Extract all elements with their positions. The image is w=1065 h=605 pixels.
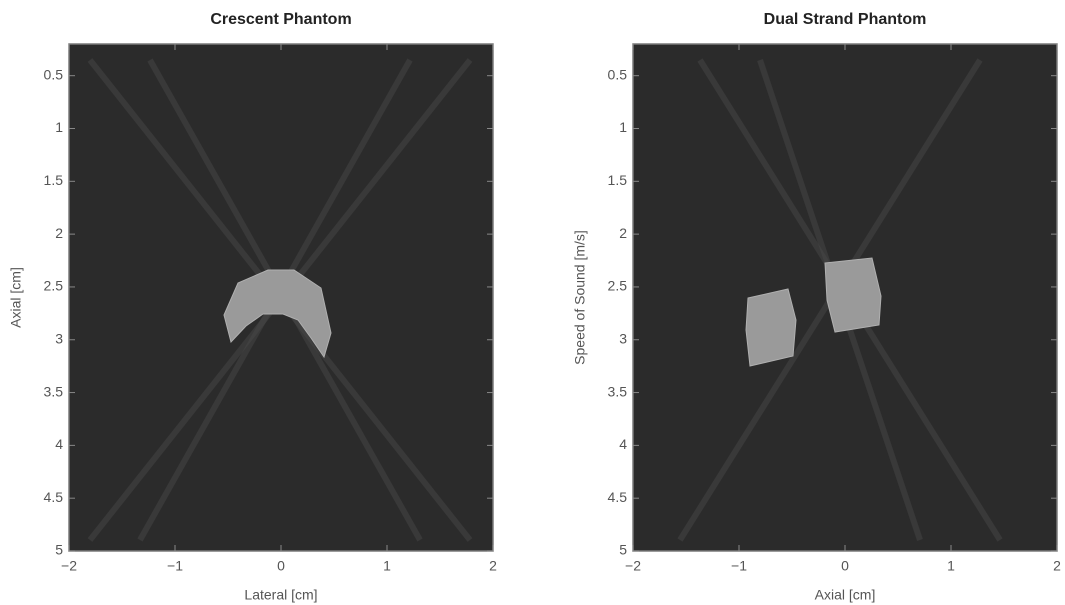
y-tick-label: 1.5 xyxy=(608,172,628,188)
x-axis-label: Axial [cm] xyxy=(815,587,876,603)
y-tick-label: 5 xyxy=(619,542,627,558)
chart-title: Dual Strand Phantom xyxy=(764,11,927,28)
x-tick-label: 0 xyxy=(277,558,285,574)
y-tick-label: 3 xyxy=(55,330,63,346)
strand xyxy=(746,289,796,366)
chart-title: Crescent Phantom xyxy=(210,11,351,28)
x-axis-label: Lateral [cm] xyxy=(244,587,317,603)
y-tick-label: 2.5 xyxy=(608,278,628,294)
y-tick-label: 5 xyxy=(55,542,63,558)
x-tick-label: −2 xyxy=(625,558,641,574)
y-tick-label: 3.5 xyxy=(44,383,64,399)
y-tick-label: 4 xyxy=(619,436,627,452)
y-tick-label: 3 xyxy=(619,330,627,346)
y-axis-label: Speed of Sound [m/s] xyxy=(572,230,588,365)
y-tick-label: 1 xyxy=(619,119,627,135)
x-tick-label: −1 xyxy=(167,558,183,574)
y-tick-label: 4.5 xyxy=(608,489,628,505)
strand xyxy=(825,258,881,332)
y-tick-label: 1.5 xyxy=(44,172,64,188)
y-tick-label: 3.5 xyxy=(608,383,628,399)
x-tick-label: −1 xyxy=(731,558,747,574)
x-tick-label: 2 xyxy=(489,558,497,574)
figure: Crescent Phantom Lateral [cm] Axial [cm] −2… xyxy=(0,0,1065,605)
y-tick-label: 2 xyxy=(619,225,627,241)
y-tick-label: 2 xyxy=(55,225,63,241)
panel: Dual Strand Phantom Axial [cm] Speed of So… xyxy=(572,11,1061,602)
x-tick-label: 2 xyxy=(1053,558,1061,574)
x-tick-label: −2 xyxy=(61,558,77,574)
x-tick-label: 1 xyxy=(383,558,391,574)
y-tick-label: 4.5 xyxy=(44,489,64,505)
y-tick-label: 4 xyxy=(55,436,63,452)
y-tick-label: 2.5 xyxy=(44,278,64,294)
y-tick-label: 1 xyxy=(55,119,63,135)
y-tick-label: 0.5 xyxy=(44,66,64,82)
x-tick-label: 1 xyxy=(947,558,955,574)
y-axis-label: Axial [cm] xyxy=(8,267,24,328)
y-tick-label: 0.5 xyxy=(608,66,628,82)
panel: Crescent Phantom Lateral [cm] Axial [cm] −2… xyxy=(8,11,497,602)
x-tick-label: 0 xyxy=(841,558,849,574)
